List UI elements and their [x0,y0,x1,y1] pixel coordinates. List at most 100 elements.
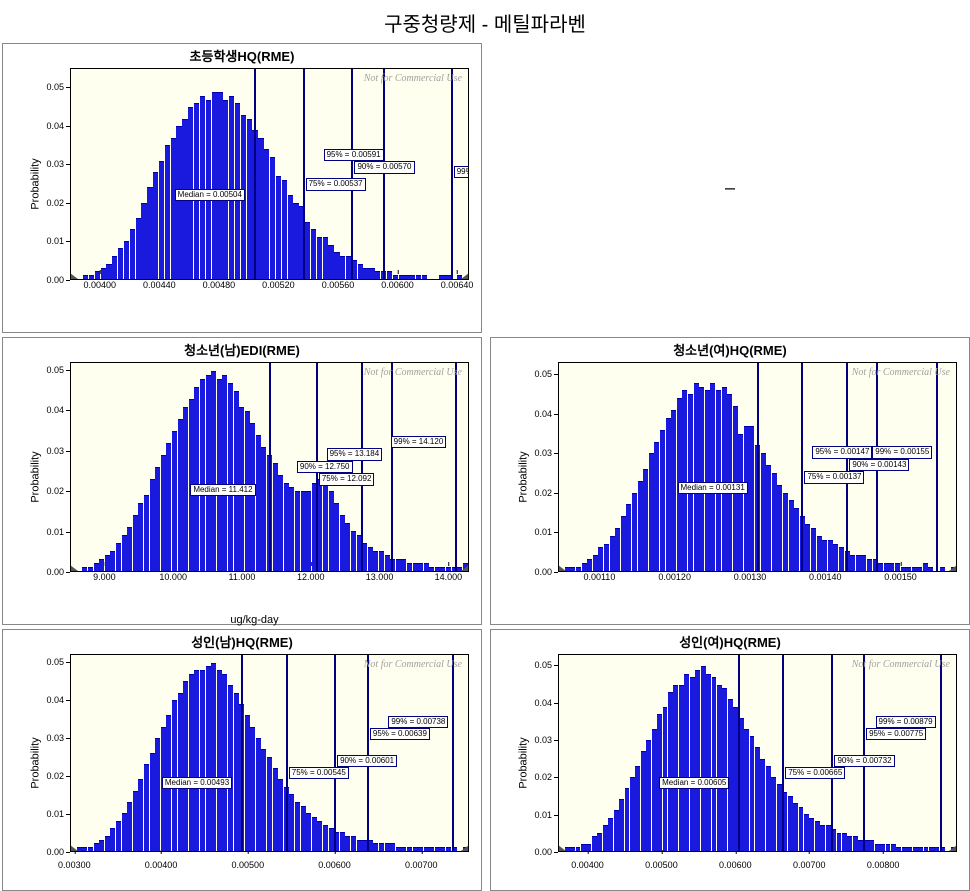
chart-panel: 초등학생HQ(RME)Probability0.000.010.020.030.… [2,43,482,333]
x-tick: 0.00500 [645,860,678,870]
x-tick: 0.00400 [571,860,604,870]
y-tick: 0.04 [46,405,64,415]
x-tick: 12.000 [297,572,325,582]
chart-title: 청소년(남)EDI(RME) [3,338,481,361]
percentile-label: 95% = 0.00147 [812,446,872,458]
x-tick: 0.00110 [583,572,615,582]
y-tick: 0.03 [46,733,64,743]
percentile-line [846,363,848,571]
chart-panel: 성인(남)HQ(RME)Probability0.000.010.020.030… [2,629,482,891]
chart-panel: 청소년(남)EDI(RME)Probability0.000.010.020.0… [2,337,482,625]
percentile-label: 99% = 0.00738 [388,716,448,728]
percentile-line [936,363,938,571]
percentile-label: 75% = 0.00665 [785,767,845,779]
y-tick: 0.01 [534,810,552,820]
y-tick: 0.04 [46,695,64,705]
y-tick: 0.05 [46,657,64,667]
percentile-line [831,655,833,851]
percentile-label: 95% = 0.00639 [370,728,430,740]
y-tick: 0.04 [534,409,552,419]
y-tick: 0.05 [46,82,64,92]
x-tick: 13.000 [366,572,394,582]
nav-triangle-right[interactable] [461,565,469,572]
x-tick: 0.00120 [658,572,691,582]
histogram-bars [71,655,468,851]
nav-triangle-right[interactable] [461,273,469,280]
percentile-label: Median = 11.412 [190,484,255,496]
percentile-line [334,655,336,851]
chart-title: 청소년(여)HQ(RME) [491,338,969,361]
percentile-label: 99% = 0.00155 [872,446,932,458]
nav-triangle-left[interactable] [70,273,78,280]
y-tick: 0.00 [46,847,64,857]
percentile-line [782,655,784,851]
y-tick: 0.00 [46,275,64,285]
percentile-label: 90% = 0.00601 [337,755,397,767]
empty-placeholder: – [725,178,735,199]
y-tick: 0.02 [534,488,552,498]
percentile-line [738,655,740,851]
percentile-label: 75% = 12.092 [319,473,375,485]
nav-triangle-right[interactable] [949,565,957,572]
nav-triangle-left[interactable] [70,845,78,852]
x-tick: 0.00140 [809,572,842,582]
chart-title: 성인(남)HQ(RME) [3,630,481,653]
y-tick: 0.05 [534,369,552,379]
percentile-line [940,655,942,851]
percentile-line [757,363,759,571]
x-tick: 0.00800 [867,860,900,870]
percentile-line [391,363,393,571]
percentile-label: 99% = 0.00637 [454,166,469,178]
nav-triangle-left[interactable] [70,565,78,572]
x-tick: 0.00300 [58,860,91,870]
percentile-line [303,69,305,279]
percentile-label: 75% = 0.00545 [289,767,349,779]
charts-grid: 초등학생HQ(RME)Probability0.000.010.020.030.… [0,43,970,891]
y-tick: 0.05 [534,660,552,670]
percentile-label: 75% = 0.00137 [804,471,864,483]
y-tick: 0.04 [46,121,64,131]
percentile-label: 90% = 0.00570 [354,161,414,173]
x-tick: 0.00600 [381,280,414,290]
percentile-label: 95% = 0.00775 [866,728,926,740]
y-tick: 0.04 [534,698,552,708]
y-tick: 0.03 [534,448,552,458]
x-tick: 0.00560 [322,280,355,290]
x-tick: 0.00700 [793,860,826,870]
x-tick: 0.00700 [405,860,438,870]
nav-triangle-left[interactable] [558,565,566,572]
x-axis-label: ug/kg-day [230,614,278,626]
x-tick: 0.00600 [719,860,752,870]
y-tick: 0.00 [534,567,552,577]
x-tick: 0.00480 [203,280,236,290]
percentile-line [863,655,865,851]
y-tick: 0.02 [46,486,64,496]
y-tick: 0.03 [534,735,552,745]
percentile-label: 75% = 0.00537 [306,178,366,190]
y-tick: 0.01 [46,809,64,819]
y-tick: 0.03 [46,446,64,456]
nav-triangle-right[interactable] [949,845,957,852]
x-tick: 0.00400 [145,860,178,870]
nav-triangle-left[interactable] [558,845,566,852]
percentile-label: Median = 0.00493 [162,777,232,789]
page-title: 구중청량제 - 메틸파라벤 [0,0,970,43]
percentile-line [801,363,803,571]
x-tick: 0.00150 [884,572,917,582]
percentile-line [241,655,243,851]
percentile-label: Median = 0.00504 [175,189,245,201]
chart-panel: 성인(여)HQ(RME)Probability0.000.010.020.030… [490,629,970,891]
histogram-bars [71,69,468,279]
chart-title: 성인(여)HQ(RME) [491,630,969,653]
y-tick: 0.05 [46,365,64,375]
percentile-label: 99% = 14.120 [391,436,447,448]
x-tick: 14.000 [435,572,463,582]
nav-triangle-right[interactable] [461,845,469,852]
chart-title: 초등학생HQ(RME) [3,44,481,67]
histogram-bars [559,655,956,851]
percentile-line [361,363,363,571]
percentile-label: Median = 0.00131 [678,482,748,494]
x-tick: 0.00400 [83,280,116,290]
y-tick: 0.02 [534,772,552,782]
percentile-label: 99% = 0.00879 [876,716,936,728]
